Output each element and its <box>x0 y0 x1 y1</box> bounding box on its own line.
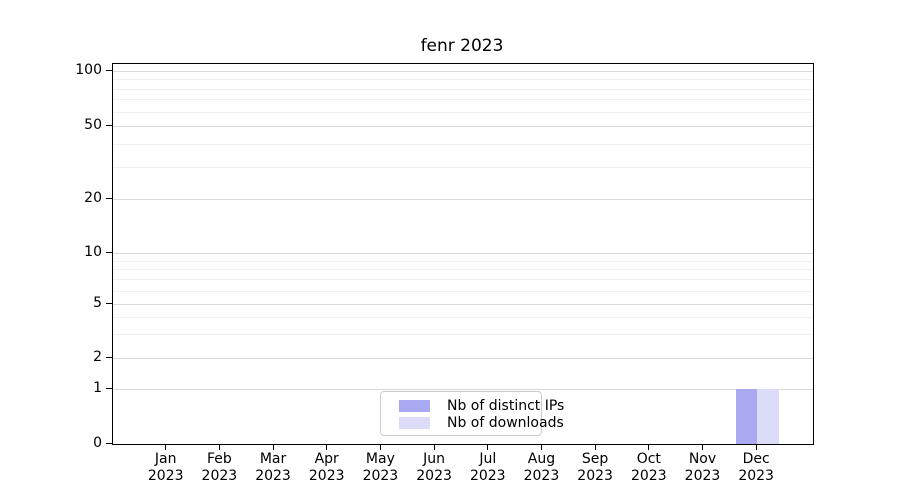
x-tick-label: Nov 2023 <box>684 451 721 484</box>
y-tick-label: 100 <box>75 62 102 78</box>
y-tick-mark <box>106 251 112 253</box>
y-minor-gridline <box>113 260 813 262</box>
x-tick-label: Jun 2023 <box>416 451 452 484</box>
x-tick-label: Aug 2023 <box>523 451 560 484</box>
y-minor-gridline <box>113 79 813 81</box>
x-tick-label: Dec 2023 <box>738 451 774 484</box>
y-tick-label: 5 <box>93 295 102 311</box>
y-tick-mark <box>106 197 112 199</box>
x-tick-label: Jul 2023 <box>469 451 506 484</box>
y-minor-gridline <box>113 279 813 281</box>
x-tick-label: Oct 2023 <box>630 451 667 484</box>
y-minor-gridline <box>113 290 813 292</box>
y-tick-mark <box>106 442 112 444</box>
y-tick-mark <box>106 302 112 304</box>
x-tick-mark <box>594 444 596 450</box>
legend-label-distinct-ips: Nb of distinct IPs <box>447 398 565 414</box>
y-tick-label: 1 <box>93 380 102 396</box>
x-tick-mark <box>165 444 167 450</box>
y-minor-gridline <box>113 334 813 336</box>
bar-nb-of-distinct-ips <box>735 389 758 444</box>
x-tick-label: Sep 2023 <box>577 451 613 484</box>
x-tick-mark <box>701 444 703 450</box>
y-major-gridline <box>113 304 813 305</box>
x-tick-label: May 2023 <box>362 451 399 484</box>
y-tick-label: 20 <box>84 190 102 206</box>
bar-nb-of-downloads <box>757 389 779 444</box>
legend-item-downloads: Nb of downloads <box>399 415 564 431</box>
y-major-gridline <box>113 199 813 200</box>
y-tick-label: 2 <box>93 349 102 365</box>
x-tick-mark <box>648 444 650 450</box>
y-minor-gridline <box>113 317 813 319</box>
legend-item-distinct-ips: Nb of distinct IPs <box>399 398 564 414</box>
x-tick-mark <box>487 444 489 450</box>
y-tick-mark <box>106 356 112 358</box>
x-tick-label: Apr 2023 <box>308 451 345 484</box>
legend: Nb of distinct IPs Nb of downloads <box>380 391 564 436</box>
y-tick-mark <box>106 124 112 126</box>
x-tick-mark <box>755 444 757 450</box>
y-minor-gridline <box>113 111 813 113</box>
y-minor-gridline <box>113 99 813 101</box>
y-tick-label: 0 <box>93 435 102 451</box>
x-tick-label: Feb 2023 <box>201 451 238 484</box>
y-minor-gridline <box>113 269 813 271</box>
y-tick-label: 50 <box>84 117 102 133</box>
chart-title: fenr 2023 <box>420 36 504 56</box>
y-minor-gridline <box>113 143 813 145</box>
y-tick-mark <box>106 69 112 71</box>
legend-label-downloads: Nb of downloads <box>447 415 564 431</box>
x-tick-mark <box>433 444 435 450</box>
y-minor-gridline <box>113 88 813 90</box>
legend-swatch-distinct-ips <box>399 400 430 412</box>
x-tick-label: Mar 2023 <box>255 451 291 484</box>
y-major-gridline <box>113 126 813 127</box>
y-tick-mark <box>106 387 112 389</box>
x-tick-mark <box>379 444 381 450</box>
y-major-gridline <box>113 358 813 359</box>
plot-area <box>112 63 814 445</box>
y-tick-label: 10 <box>84 244 102 260</box>
x-tick-mark <box>218 444 220 450</box>
x-tick-mark <box>540 444 542 450</box>
x-tick-mark <box>272 444 274 450</box>
legend-swatch-downloads <box>399 417 430 429</box>
y-major-gridline <box>113 389 813 390</box>
x-tick-label: Jan 2023 <box>147 451 184 484</box>
y-major-gridline <box>113 253 813 254</box>
y-major-gridline <box>113 71 813 72</box>
x-tick-mark <box>326 444 328 450</box>
y-minor-gridline <box>113 166 813 168</box>
